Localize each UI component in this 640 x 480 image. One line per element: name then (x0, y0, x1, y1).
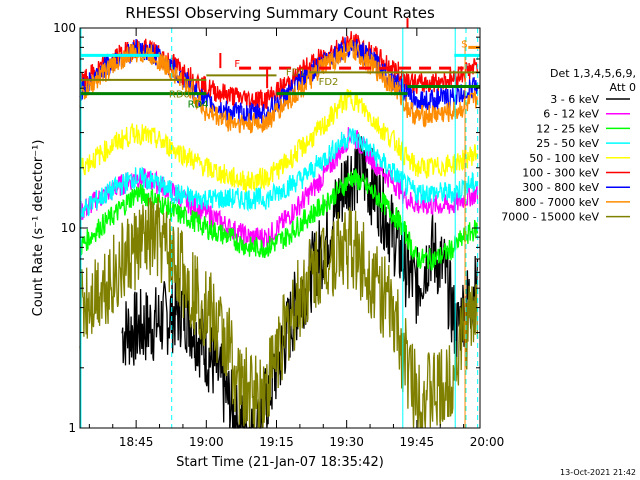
chart-title: RHESSI Observing Summary Count Rates (125, 4, 435, 22)
y-tick-label-10: 10 (61, 221, 76, 235)
series-line-12-25-kev (79, 168, 479, 271)
legend: Det 1,3,4,5,6,9, Att 0 3 - 6 keV 6 - 12 k… (501, 67, 636, 224)
annotation-fd2: FD2 (319, 77, 339, 88)
legend-header-line-1: Det 1,3,4,5,6,9, (550, 67, 636, 80)
y-tick-label-1: 1 (68, 421, 76, 435)
legend-label-300-800-kev: 300 - 800 keV (522, 181, 599, 194)
x-tick-label-19-00: 19:00 (189, 435, 224, 449)
legend-label-12-25-kev: 12 - 25 keV (536, 122, 599, 135)
legend-label-800-7000-kev: 800 - 7000 keV (515, 196, 599, 209)
legend-label-3-6-kev: 3 - 6 keV (550, 93, 599, 106)
legend-label-7000-15000-kev: 7000 - 15000 keV (501, 211, 599, 224)
x-tick-label-18-45: 18:45 (119, 435, 154, 449)
legend-label-25-50-kev: 25 - 50 keV (536, 137, 599, 150)
series-line-50-100-kev (79, 88, 479, 193)
x-tick-label-19-30: 19:30 (329, 435, 364, 449)
legend-label-100-300-kev: 100 - 300 keV (522, 167, 599, 180)
x-tick-label-20-00: 20:00 (470, 435, 505, 449)
series-layer (79, 31, 479, 429)
series-line-25-50-kev (79, 128, 479, 218)
y-tick-label-100: 100 (53, 21, 76, 35)
timestamp: 13-Oct-2021 21:42 (560, 468, 636, 477)
annotation-f: F (234, 59, 240, 70)
x-tick-label-19-15: 19:15 (259, 435, 294, 449)
legend-label-50-100-kev: 50 - 100 keV (529, 152, 599, 165)
annotation-fd1: FD1 (286, 67, 306, 78)
legend-header-line-2: Att 0 (610, 81, 636, 94)
legend-label-6-12-kev: 6 - 12 keV (543, 108, 599, 121)
annotation-s: S (461, 39, 467, 50)
series-line-7000-15000-kev (79, 197, 479, 429)
annotation-rd4: RD4 (188, 100, 209, 111)
x-tick-label-19-45: 19:45 (400, 435, 435, 449)
y-axis-label: Count Rate (s⁻¹ detector⁻¹) (31, 140, 46, 317)
tick-layer: 18:45 19:00 19:15 19:30 19:45 20:00 1 10 100 (53, 21, 504, 449)
annotation-rd0: RD0 (169, 89, 190, 100)
x-axis-label: Start Time (21-Jan-07 18:35:42) (176, 455, 384, 470)
